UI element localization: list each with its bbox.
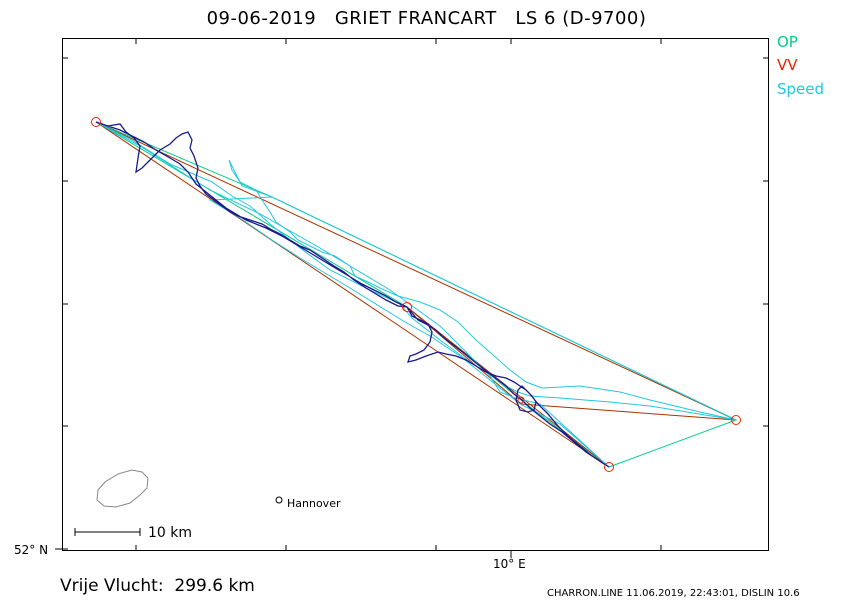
legend-speed: Speed [777, 80, 825, 98]
lake-outline [96, 469, 149, 508]
turnpoint-circle [517, 396, 525, 404]
city-dot-icon [275, 496, 283, 504]
legend-vv: VV [777, 56, 798, 74]
scale-label: 10 km [148, 525, 193, 541]
distance-summary: Vrije Vlucht: 299.6 km [60, 576, 255, 596]
flight-track [95, 121, 610, 468]
chart-title: 09-06-2019 GRIET FRANCART LS 6 (D-9700) [206, 8, 647, 29]
turnpoint-circle [604, 462, 614, 472]
legend-op: OP [777, 33, 798, 51]
footer-info: CHARRON.LINE 11.06.2019, 22:43:01, DISLI… [547, 588, 800, 599]
map-frame [62, 38, 769, 551]
scale-bar [74, 528, 141, 536]
turnpoint-circle [91, 117, 101, 127]
vv-route [95, 121, 737, 468]
city-label: Hannover [287, 497, 341, 510]
turnpoint-circle [731, 415, 741, 425]
latitude-label: 52° N [14, 543, 49, 557]
longitude-label: 10° E [493, 557, 526, 571]
turnpoint-circle [402, 302, 412, 312]
axis-ticks [55, 38, 769, 558]
speed-route [95, 121, 737, 468]
